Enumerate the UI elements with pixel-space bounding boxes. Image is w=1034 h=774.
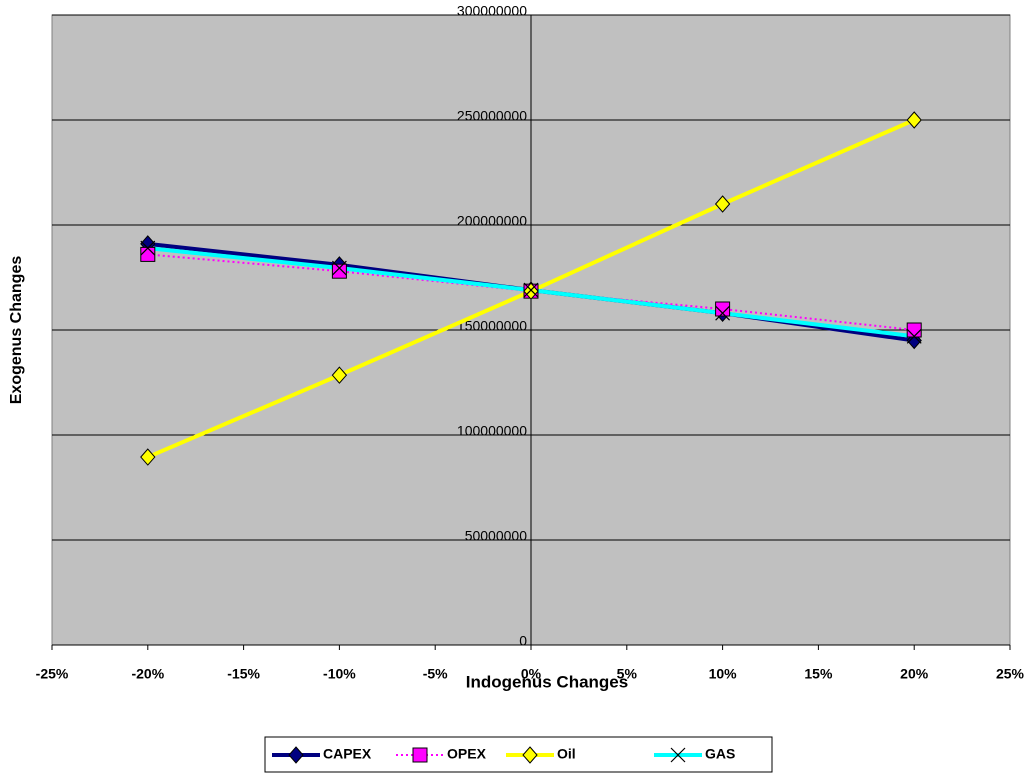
y-tick-label: 300000000 (457, 3, 527, 19)
x-tick-label: 0% (521, 666, 542, 682)
data-point (907, 323, 921, 337)
y-axis-title: Exogenus Changes (8, 256, 25, 405)
legend-marker (413, 748, 427, 762)
x-tick-label: 10% (709, 666, 738, 682)
x-tick-label: -15% (227, 666, 260, 682)
x-tick-label: -25% (36, 666, 69, 682)
y-tick-label: 0 (519, 633, 527, 649)
x-tick-label: 5% (617, 666, 638, 682)
chart: Indogenus Changes Exogenus Changes 0 5000… (0, 0, 1034, 774)
y-tick-label: 250000000 (457, 108, 527, 124)
x-axis-title: Indogenus Changes (466, 672, 628, 691)
y-tick-label: 100000000 (457, 423, 527, 439)
legend-label: CAPEX (323, 746, 372, 762)
x-tick-label: 20% (900, 666, 929, 682)
y-tick-label: 50000000 (465, 528, 528, 544)
x-tick-label: -10% (323, 666, 356, 682)
data-point (332, 264, 346, 278)
y-tick-label: 200000000 (457, 213, 527, 229)
x-tick-label: 25% (996, 666, 1025, 682)
x-tick-label: 15% (804, 666, 833, 682)
x-tick-label: -5% (423, 666, 448, 682)
data-point (141, 247, 155, 261)
x-tick-label: -20% (131, 666, 164, 682)
legend-label: Oil (557, 746, 576, 762)
legend-label: OPEX (447, 746, 487, 762)
legend-label: GAS (705, 746, 735, 762)
